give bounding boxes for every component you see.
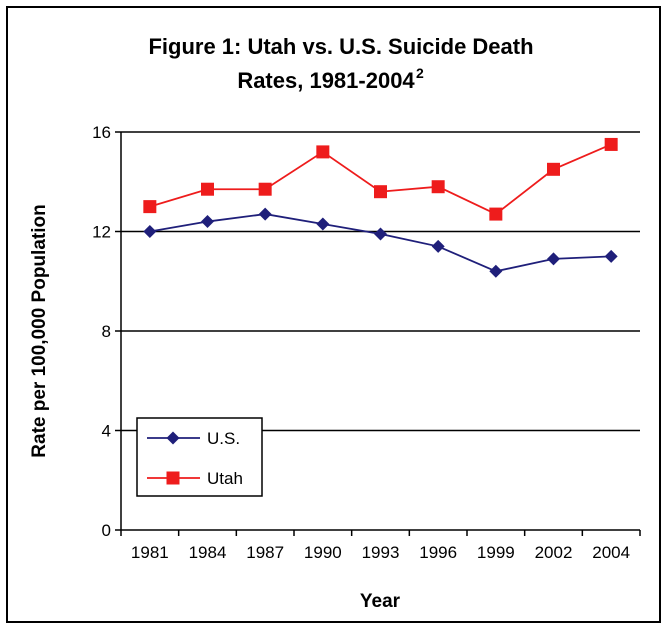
data-point (547, 162, 560, 176)
data-point (604, 137, 618, 151)
x-axis-label: Year (360, 591, 401, 612)
data-point (316, 145, 330, 159)
series-line (149, 213, 612, 273)
x-tick-label: 1993 (362, 543, 400, 562)
x-tick-label: 1984 (189, 543, 227, 562)
series-layer (143, 137, 618, 278)
data-point (374, 185, 387, 199)
series-utah (143, 137, 618, 221)
x-tick-label: 1987 (246, 543, 284, 562)
y-tick-label: 8 (102, 322, 111, 341)
x-tick-label: 1999 (477, 543, 515, 562)
data-point (316, 217, 330, 231)
series-line (149, 143, 612, 216)
legend-marker (166, 471, 180, 485)
legend-marker (166, 431, 180, 445)
x-tick-label: 1981 (131, 543, 169, 562)
tick-layer: 0 4 8 12 16 1981 1984 1987 1990 1993 1996 1999 2002 2… (92, 123, 641, 562)
data-point (201, 215, 214, 229)
legend-box (136, 417, 263, 497)
data-point (201, 182, 214, 196)
y-axis-label: Rate per 100,000 Population (29, 204, 50, 457)
legend-items: U.S. Utah (147, 429, 243, 488)
chart-title-superscript: 2 (416, 65, 424, 81)
data-point (547, 252, 560, 266)
data-point (374, 227, 387, 241)
series-us (143, 207, 618, 278)
data-point (143, 200, 157, 214)
legend-item: Utah (147, 469, 243, 488)
data-point (258, 182, 272, 196)
y-tick-label: 16 (92, 123, 111, 142)
y-tick-label: 4 (102, 422, 111, 441)
legend-label: Utah (207, 469, 243, 488)
data-point (489, 264, 503, 278)
x-tick-label: 1996 (419, 543, 457, 562)
chart-title-line2: Rates, 1981-2004 (237, 68, 415, 93)
legend: U.S. Utah (136, 417, 263, 497)
chart-frame (6, 6, 661, 623)
y-tick-label: 0 (102, 521, 111, 540)
data-point (431, 180, 445, 194)
y-tick-label: 12 (92, 223, 111, 242)
legend-label: U.S. (207, 429, 240, 448)
data-point (431, 239, 445, 253)
x-tick-label: 1990 (304, 543, 342, 562)
data-point (143, 225, 157, 238)
x-tick-label: 2002 (535, 543, 573, 562)
chart-title-line1: Figure 1: Utah vs. U.S. Suicide Death (148, 34, 533, 59)
legend-item: U.S. (147, 429, 240, 448)
data-point (604, 249, 618, 263)
x-tick-label: 2004 (592, 543, 630, 562)
grid-layer (121, 131, 640, 432)
data-point (489, 207, 503, 221)
data-point (258, 207, 272, 221)
